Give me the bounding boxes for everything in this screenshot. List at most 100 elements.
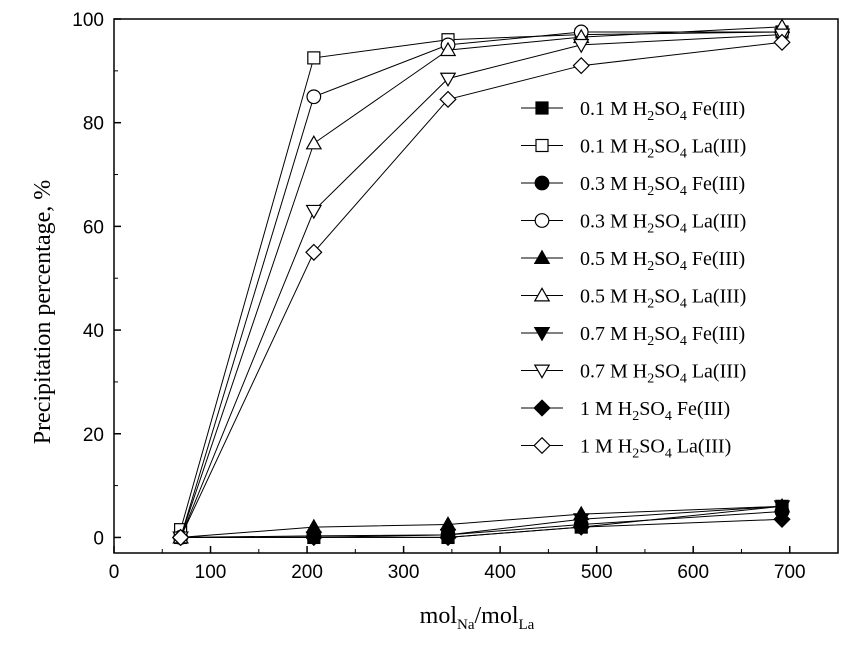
- data-point: [572, 57, 590, 75]
- legend-label: 1 M H2SO4 La(III): [580, 436, 731, 462]
- x-tick-label: 500: [581, 562, 613, 583]
- legend: 0.1 M H2SO4 Fe(III)0.1 M H2SO4 La(III)0.…: [521, 98, 746, 462]
- legend-label-part: H: [633, 323, 647, 345]
- legend-label-part: 4: [680, 297, 687, 312]
- data-point: [307, 51, 321, 65]
- legend-label-part: SO: [654, 286, 680, 308]
- legend-label-part: 0.7 M: [580, 361, 633, 383]
- legend-label-part: H: [618, 398, 632, 420]
- legend-item: 1 M H2SO4 Fe(III): [521, 398, 730, 424]
- legend-label-part: La(III): [687, 211, 746, 233]
- legend-marker: [534, 175, 550, 191]
- legend-label-part: H: [633, 286, 647, 308]
- legend-label-part: 4: [665, 447, 672, 462]
- legend-label-part: 4: [680, 372, 687, 387]
- data-point: [439, 516, 457, 531]
- legend-label-part: H: [633, 361, 647, 383]
- legend-label-part: 0.7 M: [580, 323, 633, 345]
- y-tick-label: 80: [83, 114, 104, 135]
- x-tick-label: 0: [109, 562, 120, 583]
- data-point: [439, 41, 457, 57]
- data-point: [773, 33, 791, 51]
- legend-item: 0.3 M H2SO4 La(III): [521, 211, 746, 237]
- y-tick-label: 20: [83, 425, 104, 446]
- legend-marker: [535, 138, 549, 153]
- legend-label-part: 2: [647, 259, 654, 274]
- data-point: [439, 72, 457, 88]
- legend-label-part: H: [633, 98, 647, 120]
- legend-label-part: 2: [647, 184, 654, 199]
- legend-item: 1 M H2SO4 La(III): [521, 436, 731, 462]
- data-point: [572, 38, 590, 54]
- legend-label: 0.5 M H2SO4 Fe(III): [580, 248, 745, 274]
- x-tick-label: 700: [774, 562, 806, 583]
- y-tick-label: 60: [83, 217, 104, 238]
- legend-label-part: H: [633, 211, 647, 233]
- series-group: [171, 18, 791, 547]
- x-tick-label: 200: [291, 562, 323, 583]
- series-s3: [173, 504, 790, 545]
- legend-marker: [533, 287, 551, 302]
- legend-label-part: 0.1 M: [580, 136, 633, 158]
- legend-label: 0.3 M H2SO4 La(III): [580, 211, 746, 237]
- legend-label-part: SO: [654, 248, 680, 270]
- legend-item: 0.1 M H2SO4 La(III): [521, 136, 746, 162]
- legend-label-part: 2: [647, 372, 654, 387]
- legend-label: 0.7 M H2SO4 La(III): [580, 361, 746, 387]
- x-axis-label-sub-la: La: [519, 617, 535, 633]
- data-point: [439, 528, 457, 547]
- legend-label-part: SO: [654, 323, 680, 345]
- x-axis-label-sub-na: Na: [457, 617, 475, 633]
- data-point: [306, 89, 322, 105]
- legend-label-part: 4: [680, 109, 687, 124]
- y-axis-label: Precipitation percentage, %: [30, 180, 56, 445]
- x-tick-label: 100: [195, 562, 227, 583]
- legend-label-part: H: [618, 436, 632, 458]
- legend-label-part: SO: [654, 136, 680, 158]
- legend-label-part: 2: [647, 147, 654, 162]
- legend-label-part: Fe(III): [687, 173, 745, 195]
- legend-label-part: 2: [647, 222, 654, 237]
- data-point: [439, 90, 457, 109]
- x-axis-label-base: mol: [420, 603, 458, 629]
- legend-item: 0.7 M H2SO4 La(III): [521, 361, 746, 387]
- legend-label-part: 2: [647, 334, 654, 349]
- data-point: [305, 204, 323, 220]
- plot-area: [113, 18, 839, 554]
- legend-label-part: La(III): [687, 361, 746, 383]
- legend-label-part: Fe(III): [687, 323, 745, 345]
- legend-label-part: La(III): [687, 286, 746, 308]
- y-tick-label: 40: [83, 321, 104, 342]
- x-tick-label: 600: [677, 562, 709, 583]
- x-axis-label-mid: /mol: [475, 603, 519, 629]
- legend-label-part: La(III): [687, 136, 746, 158]
- data-point: [305, 528, 323, 547]
- legend-marker: [533, 399, 551, 417]
- legend-label-part: SO: [654, 211, 680, 233]
- legend-marker: [533, 249, 551, 264]
- legend-label: 0.7 M H2SO4 Fe(III): [580, 323, 745, 349]
- data-point: [305, 135, 323, 150]
- data-point: [773, 510, 791, 528]
- legend-label-part: 4: [680, 259, 687, 274]
- legend-label-part: SO: [654, 173, 680, 195]
- legend-label-part: 0.5 M: [580, 248, 633, 270]
- legend-label-part: SO: [639, 398, 665, 420]
- legend-label-part: 0.1 M: [580, 98, 633, 120]
- legend-label-part: 4: [665, 409, 672, 424]
- legend-label-part: Fe(III): [687, 248, 745, 270]
- legend-label-part: 0.5 M: [580, 286, 633, 308]
- x-axis-label: molNa/molLa: [420, 603, 535, 633]
- legend-label-part: H: [633, 173, 647, 195]
- legend-marker: [534, 213, 550, 228]
- legend-label-part: 1 M: [580, 436, 618, 458]
- legend-label: 0.5 M H2SO4 La(III): [580, 286, 746, 312]
- data-point: [773, 500, 791, 515]
- legend-label-part: 0.3 M: [580, 211, 633, 233]
- legend-marker: [535, 101, 549, 115]
- legend-label: 1 M H2SO4 Fe(III): [580, 398, 730, 424]
- legend-marker: [533, 364, 551, 379]
- legend-item: 0.7 M H2SO4 Fe(III): [521, 323, 745, 349]
- legend-item: 0.1 M H2SO4 Fe(III): [521, 98, 745, 124]
